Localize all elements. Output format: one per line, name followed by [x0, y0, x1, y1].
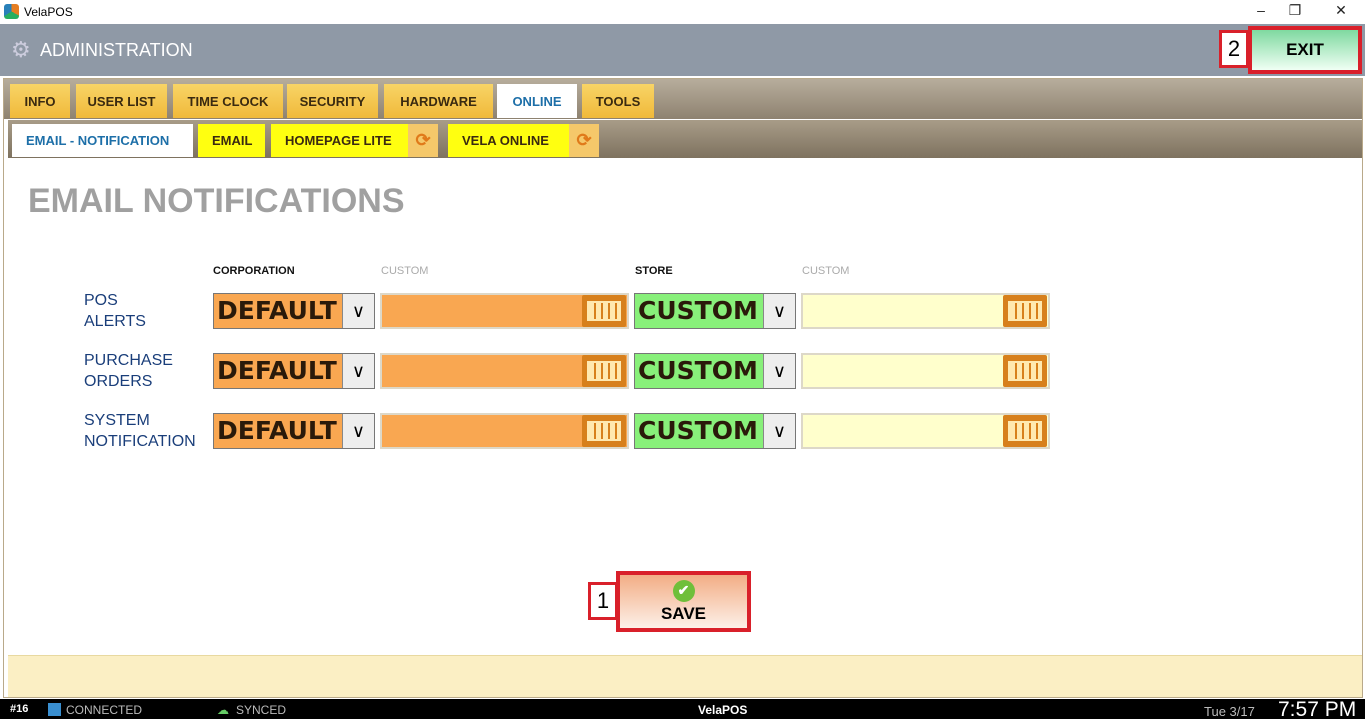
- store-custom-input[interactable]: [801, 353, 1050, 389]
- subtab-label: VELA ONLINE: [462, 133, 549, 148]
- tab-user-list[interactable]: USER LIST: [76, 84, 167, 118]
- keyboard-icon[interactable]: [1003, 415, 1047, 447]
- window-title: VelaPOS: [24, 5, 73, 19]
- row-label-line2: ORDERS: [84, 373, 153, 390]
- status-time: 7:57 PM: [1278, 698, 1357, 721]
- sync-icon: ⟳: [569, 124, 599, 157]
- row-label: POS ALERTS: [84, 290, 146, 332]
- chevron-down-icon[interactable]: ∨: [342, 294, 374, 328]
- chevron-down-icon[interactable]: ∨: [763, 354, 795, 388]
- sync-icon: ⟳: [408, 124, 438, 157]
- row-label-line1: POS: [84, 292, 118, 309]
- row-label: PURCHASE ORDERS: [84, 350, 173, 392]
- store-select[interactable]: CUSTOM ∨: [634, 413, 796, 449]
- exit-button[interactable]: EXIT: [1248, 26, 1362, 74]
- col-header-store-custom: CUSTOM: [802, 265, 850, 277]
- status-date: Tue 3/17: [1204, 704, 1255, 719]
- tab-online[interactable]: ONLINE: [497, 84, 577, 118]
- chevron-down-icon[interactable]: ∨: [342, 354, 374, 388]
- col-header-store: STORE: [635, 265, 673, 277]
- app-logo-icon: [4, 4, 19, 19]
- store-value: CUSTOM: [638, 356, 758, 385]
- annotation-badge-2: 2: [1219, 30, 1249, 68]
- row-label-line2: NOTIFICATION: [84, 433, 196, 450]
- corporation-value: DEFAULT: [217, 296, 337, 325]
- tab-info[interactable]: INFO: [10, 84, 70, 118]
- keyboard-icon[interactable]: [1003, 355, 1047, 387]
- corporation-custom-input[interactable]: [380, 293, 629, 329]
- keyboard-icon[interactable]: [1003, 295, 1047, 327]
- restore-button[interactable]: ❐: [1288, 2, 1302, 18]
- subtab-label: HOMEPAGE LITE: [285, 133, 392, 148]
- chevron-down-icon[interactable]: ∨: [763, 414, 795, 448]
- store-custom-input[interactable]: [801, 293, 1050, 329]
- corporation-custom-input[interactable]: [380, 413, 629, 449]
- close-button[interactable]: ✕: [1335, 2, 1347, 18]
- tab-hardware[interactable]: HARDWARE: [384, 84, 493, 118]
- col-header-corporation: CORPORATION: [213, 265, 295, 277]
- connected-icon: [48, 703, 61, 716]
- row-label: SYSTEM NOTIFICATION: [84, 410, 196, 452]
- store-value: CUSTOM: [638, 416, 758, 445]
- subtab-homepage-lite[interactable]: HOMEPAGE LITE ⟳: [271, 124, 438, 157]
- row-label-line1: PURCHASE: [84, 352, 173, 369]
- chevron-down-icon[interactable]: ∨: [763, 294, 795, 328]
- corporation-select[interactable]: DEFAULT ∨: [213, 293, 375, 329]
- store-select[interactable]: CUSTOM ∨: [634, 353, 796, 389]
- save-label: SAVE: [660, 603, 707, 623]
- checkmark-icon: ✔: [672, 579, 695, 602]
- corporation-value: DEFAULT: [217, 356, 337, 385]
- footer-bar: [8, 655, 1362, 697]
- keyboard-icon[interactable]: [582, 295, 626, 327]
- subtab-email-notification[interactable]: EMAIL - NOTIFICATION: [12, 124, 193, 157]
- window-titlebar: VelaPOS – ❐ ✕: [0, 0, 1365, 24]
- save-button[interactable]: ✔ SAVE: [616, 571, 751, 632]
- page-header-title: ADMINISTRATION: [40, 40, 193, 60]
- subtab-label: EMAIL: [212, 133, 253, 148]
- cloud-sync-icon: ☁: [217, 703, 229, 717]
- section-title: EMAIL NOTIFICATIONS: [28, 182, 405, 220]
- corporation-custom-input[interactable]: [380, 353, 629, 389]
- gear-icon: ⚙: [11, 37, 31, 62]
- corporation-select[interactable]: DEFAULT ∨: [213, 413, 375, 449]
- tab-tools[interactable]: TOOLS: [582, 84, 654, 118]
- header: ⚙ ADMINISTRATION: [0, 24, 1365, 76]
- store-value: CUSTOM: [638, 296, 758, 325]
- corporation-select[interactable]: DEFAULT ∨: [213, 353, 375, 389]
- status-bar: #16 CONNECTED ☁ SYNCED VelaPOS Tue 3/17 …: [0, 698, 1365, 721]
- corporation-value: DEFAULT: [217, 416, 337, 445]
- subtab-email[interactable]: EMAIL: [198, 124, 265, 157]
- col-header-corp-custom: CUSTOM: [381, 265, 429, 277]
- keyboard-icon[interactable]: [582, 355, 626, 387]
- chevron-down-icon[interactable]: ∨: [342, 414, 374, 448]
- subtab-vela-online[interactable]: VELA ONLINE ⟳: [448, 124, 599, 157]
- sync-status: SYNCED: [236, 703, 287, 717]
- keyboard-icon[interactable]: [582, 415, 626, 447]
- store-select[interactable]: CUSTOM ∨: [634, 293, 796, 329]
- station-number: #16: [10, 703, 29, 715]
- tab-time-clock[interactable]: TIME CLOCK: [173, 84, 283, 118]
- subtab-label: EMAIL - NOTIFICATION: [26, 133, 170, 148]
- annotation-badge-1: 1: [588, 582, 618, 620]
- connection-status: CONNECTED: [66, 703, 143, 717]
- row-label-line2: ALERTS: [84, 313, 146, 330]
- store-custom-input[interactable]: [801, 413, 1050, 449]
- minimize-button[interactable]: –: [1257, 2, 1265, 18]
- status-app-name: VelaPOS: [698, 703, 748, 717]
- row-label-line1: SYSTEM: [84, 412, 150, 429]
- tab-security[interactable]: SECURITY: [287, 84, 378, 118]
